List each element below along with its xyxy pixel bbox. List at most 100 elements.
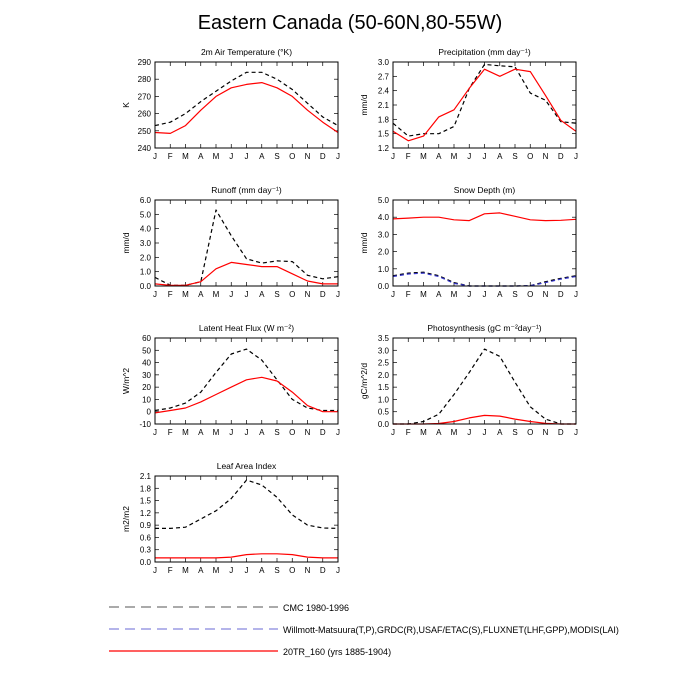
x-tick-label: A <box>436 152 442 161</box>
x-tick-label: A <box>497 428 503 437</box>
y-tick-label: 5.0 <box>378 196 390 205</box>
x-tick-label: M <box>182 566 189 575</box>
series-line-cmc <box>393 348 576 425</box>
y-tick-label: 60 <box>142 334 151 343</box>
x-tick-label: F <box>406 428 411 437</box>
y-axis-label: gC/m^2/d <box>359 363 369 399</box>
x-tick-label: N <box>543 428 549 437</box>
y-axis-label: K <box>121 102 131 108</box>
x-tick-label: J <box>229 566 233 575</box>
panel-title: 2m Air Temperature (°K) <box>201 47 292 57</box>
y-tick-label: 0 <box>147 408 152 417</box>
y-tick-label: 2.0 <box>140 253 152 262</box>
series-line-cmc <box>154 209 339 286</box>
y-tick-label: 2.5 <box>378 359 390 368</box>
y-tick-label: 50 <box>142 346 151 355</box>
x-tick-label: J <box>153 290 157 299</box>
y-tick-label: 6.0 <box>140 196 152 205</box>
y-axis-label: W/m^2 <box>121 368 131 394</box>
x-tick-label: F <box>168 428 173 437</box>
series-line-cmc <box>155 479 339 530</box>
x-tick-label: J <box>229 428 233 437</box>
y-tick-label: 2.1 <box>378 101 390 110</box>
x-tick-label: D <box>320 566 326 575</box>
chart-panel-3: Runoff (mm day⁻¹) mm/d 0.0 1.0 2.0 3.0 4.0 5.0 6… <box>121 185 340 299</box>
x-tick-label: M <box>182 290 189 299</box>
chart-panel-5: Latent Heat Flux (W m⁻²) W/m^2 -10 0 10 20 30 4… <box>121 323 340 437</box>
y-tick-label: 0.0 <box>140 558 152 567</box>
x-tick-label: A <box>198 152 204 161</box>
panel-frame <box>154 61 339 149</box>
chart-panel-7: Leaf Area Index m2/m2 0.0 0.3 0.6 0.9 1.2 1.5 1.… <box>121 461 340 575</box>
x-tick-label: D <box>320 152 326 161</box>
y-tick-label: 2.1 <box>140 472 152 481</box>
y-tick-label: 1.5 <box>378 130 390 139</box>
panel-title: Photosynthesis (gC m⁻²day⁻¹) <box>427 323 541 333</box>
y-tick-label: 0.3 <box>140 546 152 555</box>
series-line-model <box>392 212 577 222</box>
series-line-cmc <box>154 348 338 412</box>
legend-item: CMC 1980-1996 <box>109 603 349 613</box>
y-tick-label: 4.0 <box>378 213 390 222</box>
x-tick-label: A <box>436 428 442 437</box>
y-tick-label: 0.6 <box>140 533 152 542</box>
y-axis-label: mm/d <box>359 232 369 254</box>
x-tick-label: J <box>229 290 233 299</box>
x-tick-label: A <box>198 290 204 299</box>
x-tick-label: M <box>420 290 427 299</box>
y-tick-label: 1.0 <box>378 265 390 274</box>
panel-title: Precipitation (mm day⁻¹) <box>438 47 531 57</box>
x-tick-label: D <box>558 428 564 437</box>
y-tick-label: 2.4 <box>378 87 390 96</box>
panel-frame <box>392 337 577 425</box>
x-tick-label: J <box>391 290 395 299</box>
y-tick-label: 1.8 <box>378 115 390 124</box>
y-axis-label: mm/d <box>121 232 131 254</box>
x-tick-label: A <box>259 290 265 299</box>
y-tick-label: 40 <box>142 359 151 368</box>
series-line-cmc <box>154 71 339 127</box>
y-axis-label: mm/d <box>359 94 369 116</box>
x-tick-label: F <box>168 152 173 161</box>
panel-frame <box>154 199 339 287</box>
x-tick-label: J <box>153 152 157 161</box>
panel-frame <box>154 475 339 563</box>
series-line-model <box>392 68 577 142</box>
x-tick-label: A <box>497 290 503 299</box>
y-tick-label: 0.0 <box>140 282 152 291</box>
legend-item: Willmott-Matsuura(T,P),GRDC(R),USAF/ETAC… <box>109 625 619 635</box>
y-tick-label: 240 <box>138 144 152 153</box>
x-tick-label: F <box>406 290 411 299</box>
legend-label: CMC 1980-1996 <box>283 603 349 613</box>
x-tick-label: O <box>289 566 295 575</box>
y-tick-label: 290 <box>138 58 152 67</box>
x-tick-label: J <box>467 290 471 299</box>
x-tick-label: S <box>512 428 517 437</box>
panel-title: Latent Heat Flux (W m⁻²) <box>199 323 294 333</box>
legend-label: 20TR_160 (yrs 1885-1904) <box>283 647 391 657</box>
panel-frame <box>154 337 339 425</box>
y-tick-label: 0.5 <box>378 408 390 417</box>
y-tick-label: 270 <box>138 92 152 101</box>
y-tick-label: 10 <box>142 395 151 404</box>
x-tick-label: J <box>336 428 340 437</box>
x-tick-label: M <box>451 428 458 437</box>
x-tick-label: A <box>259 428 265 437</box>
y-tick-label: 1.8 <box>140 484 152 493</box>
x-tick-label: A <box>198 566 204 575</box>
y-tick-label: 3.0 <box>378 230 390 239</box>
x-tick-label: A <box>497 152 503 161</box>
x-tick-label: J <box>483 428 487 437</box>
x-tick-label: O <box>289 290 295 299</box>
x-tick-label: A <box>436 290 442 299</box>
y-tick-label: 1.2 <box>140 509 152 518</box>
x-tick-label: J <box>245 428 249 437</box>
x-tick-label: M <box>213 428 220 437</box>
x-tick-label: M <box>213 566 220 575</box>
chart-panel-1: 2m Air Temperature (°K) K 240 250 260 270 280 2… <box>121 47 340 161</box>
x-tick-label: M <box>182 428 189 437</box>
panel-title: Leaf Area Index <box>217 461 277 471</box>
x-tick-label: J <box>245 290 249 299</box>
x-tick-label: J <box>336 290 340 299</box>
x-tick-label: A <box>259 152 265 161</box>
